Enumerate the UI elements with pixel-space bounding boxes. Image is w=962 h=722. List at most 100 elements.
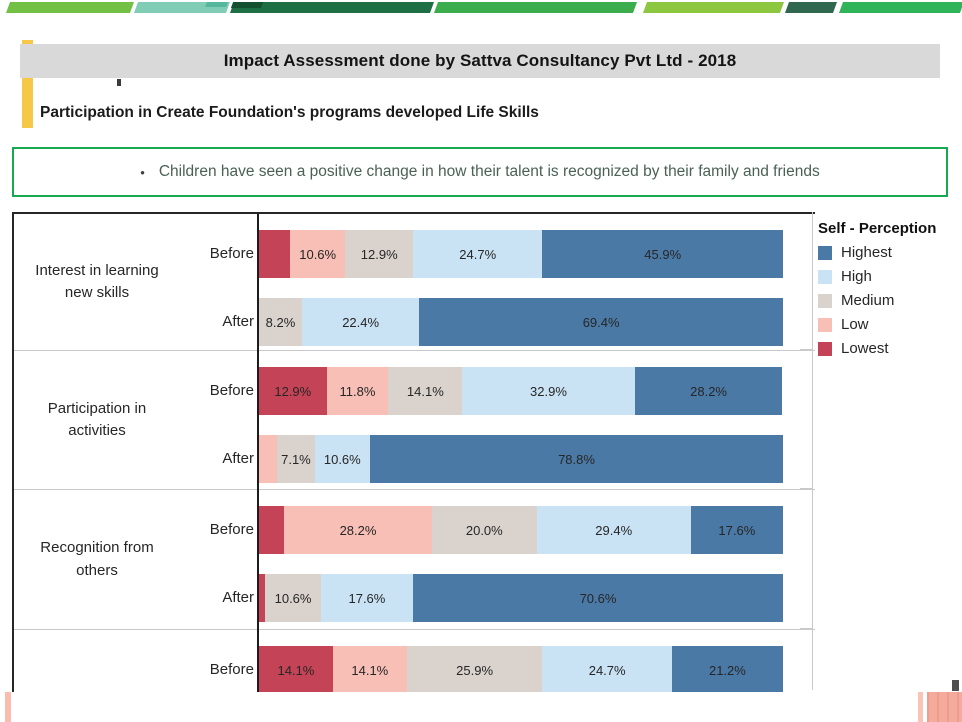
banner-segment xyxy=(205,2,228,7)
bar-name-label: After xyxy=(222,589,254,606)
bar-segment-low: 28.2% xyxy=(284,506,432,554)
bar-segment-high: 24.7% xyxy=(542,646,672,692)
segment-value-label: 12.9% xyxy=(274,383,312,399)
bar-name-label: Before xyxy=(209,382,254,399)
segment-value-label: 10.6% xyxy=(299,246,337,262)
bar-segment-low: 10.6% xyxy=(289,230,346,278)
medium-swatch-icon xyxy=(818,293,832,308)
highest-swatch-icon xyxy=(818,245,832,260)
text-fragment-mark xyxy=(117,79,121,86)
bar-segment-lowest xyxy=(259,574,266,622)
segment-value-label: 69.4% xyxy=(582,314,620,330)
bar-segment-highest: 69.4% xyxy=(419,298,783,346)
segment-value-label: 20.0% xyxy=(465,522,503,538)
yellow-accent-bar xyxy=(22,40,33,128)
legend-label: Highest xyxy=(841,244,892,261)
banner-segment xyxy=(784,2,838,13)
category-label: Recognition from others xyxy=(40,539,154,579)
legend-title: Self - Perception xyxy=(818,220,937,237)
bar-segment-medium: 8.2% xyxy=(259,298,302,346)
bar-track: 10.6% 12.9% 24.7% 45.9% xyxy=(259,230,783,278)
bar-name-label: Before xyxy=(209,521,254,538)
segment-value-label: 12.9% xyxy=(360,246,398,262)
bar-track: 12.9% 11.8% 14.1% 32.9% 28.2% xyxy=(259,367,783,415)
banner-segment xyxy=(230,2,264,8)
corner-mark xyxy=(952,680,959,691)
lowest-swatch-icon xyxy=(818,341,832,356)
bar-segment-high: 17.6% xyxy=(320,574,414,622)
callout-text: Children have seen a positive change in … xyxy=(158,163,820,180)
segment-value-label: 28.2% xyxy=(690,383,727,399)
bar-segment-highest: 17.6% xyxy=(690,506,783,554)
legend-item: Low xyxy=(818,316,960,333)
bar-segment-high: 22.4% xyxy=(301,298,420,346)
category-label: Interest in learning new skills xyxy=(35,261,159,302)
segment-value-label: 24.7% xyxy=(459,246,497,262)
bar-segment-medium: 7.1% xyxy=(277,435,315,483)
segment-value-label: 45.9% xyxy=(644,246,682,262)
chart-row: Interest in learning new skills Before 10.… xyxy=(14,214,815,351)
category-cell: Recognition from others xyxy=(14,490,180,629)
segment-value-label: 17.6% xyxy=(718,522,756,538)
legend-items: Highest High Medium Low Lowest xyxy=(818,244,960,357)
bar-name-label: Before xyxy=(209,661,254,678)
banner-segment xyxy=(838,2,962,13)
banner-segment xyxy=(433,2,638,13)
legend-label: High xyxy=(841,268,872,285)
segment-value-label: 10.6% xyxy=(323,451,361,467)
bar-segment-low xyxy=(259,435,278,483)
bar-track: 8.2% 22.4% 69.4% xyxy=(259,298,783,346)
segment-value-label: 28.2% xyxy=(339,522,377,538)
bar-segment-high: 29.4% xyxy=(536,506,691,554)
bar-segment-medium: 25.9% xyxy=(406,646,543,692)
separator-stub xyxy=(800,349,813,350)
segment-value-label: 32.9% xyxy=(530,383,567,399)
bar-segment-highest: 78.8% xyxy=(370,435,783,483)
segment-value-label: 8.2% xyxy=(265,314,296,330)
bar-name-label: After xyxy=(222,313,254,330)
bar-segment-highest: 70.6% xyxy=(413,574,783,622)
chart-panel: Interest in learning new skills Before 10.… xyxy=(12,212,815,692)
segment-value-label: 70.6% xyxy=(579,590,617,606)
bar-track: 14.1% 14.1% 25.9% 24.7% 21.2% xyxy=(259,646,783,692)
chart-axis-line xyxy=(257,214,259,692)
bar-segment-medium: 10.6% xyxy=(265,574,321,622)
segment-value-label: 14.1% xyxy=(406,383,444,399)
category-cell: Interest in learning new skills xyxy=(14,214,180,350)
segment-value-label: 21.2% xyxy=(708,662,746,678)
bar-segment-medium: 12.9% xyxy=(345,230,414,278)
legend-label: Low xyxy=(841,316,869,333)
segment-value-label: 11.8% xyxy=(339,383,376,399)
separator-stub xyxy=(800,488,813,489)
slide-subtitle: Participation in Create Foundation's pro… xyxy=(40,104,539,121)
bar-segment-high: 10.6% xyxy=(314,435,371,483)
bar-track: 7.1% 10.6% 78.8% xyxy=(259,435,783,483)
legend-item: High xyxy=(818,268,960,285)
bar-segment-lowest xyxy=(259,506,285,554)
legend-item: Highest xyxy=(818,244,960,261)
bottom-stripe-right-block xyxy=(927,692,962,722)
segment-value-label: 25.9% xyxy=(456,662,494,678)
high-swatch-icon xyxy=(818,269,832,284)
separator-stub xyxy=(800,628,813,629)
plot-right-border xyxy=(812,212,813,690)
legend-item: Lowest xyxy=(818,340,960,357)
banner-segment xyxy=(642,2,785,13)
bar-segment-low: 11.8% xyxy=(326,367,389,415)
bar-segment-highest: 28.2% xyxy=(634,367,783,415)
bullet-icon: • xyxy=(140,164,145,180)
title-bar: Impact Assessment done by Sattva Consult… xyxy=(20,44,940,78)
legend-label: Medium xyxy=(841,292,895,309)
segment-value-label: 22.4% xyxy=(342,314,380,330)
slide-title: Impact Assessment done by Sattva Consult… xyxy=(223,51,737,70)
bar-segment-highest: 45.9% xyxy=(542,230,783,278)
segment-value-label: 17.6% xyxy=(348,590,386,606)
segment-value-label: 29.4% xyxy=(595,522,633,538)
segment-value-label: 10.6% xyxy=(274,590,312,606)
bar-segment-lowest xyxy=(259,230,290,278)
bar-segment-medium: 20.0% xyxy=(431,506,537,554)
bar-name-label: Before xyxy=(209,245,254,262)
segment-value-label: 14.1% xyxy=(277,662,315,678)
segment-value-label: 7.1% xyxy=(281,451,311,467)
